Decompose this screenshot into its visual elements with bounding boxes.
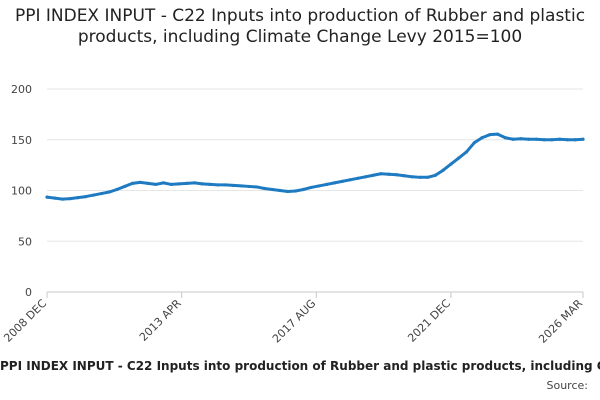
data-point — [317, 184, 321, 188]
data-point — [356, 176, 360, 180]
data-point — [146, 181, 150, 185]
source-label: Source: — [546, 379, 589, 392]
legend-entry: PPI INDEX INPUT - C22 Inputs into produc… — [0, 359, 600, 373]
y-tick-label: 200 — [11, 83, 32, 96]
legend-label: PPI INDEX INPUT - C22 Inputs into produc… — [0, 359, 600, 373]
data-point — [293, 189, 298, 193]
data-point — [542, 138, 546, 142]
series-layer — [45, 132, 585, 201]
data-point — [247, 184, 251, 189]
y-tick-label: 100 — [11, 185, 32, 198]
data-point — [379, 172, 383, 176]
data-point — [309, 185, 313, 190]
data-point — [332, 181, 337, 185]
data-point — [441, 168, 445, 172]
data-point — [130, 181, 135, 185]
data-point — [161, 181, 166, 185]
legend: PPI INDEX INPUT - C22 Inputs into produc… — [0, 359, 600, 377]
data-point — [192, 181, 197, 185]
data-point — [340, 179, 344, 183]
line-chart: 0 50 100 150 200 2008 DEC 2013 APR 2017 AUG 202… — [1, 83, 585, 346]
data-point — [255, 185, 259, 189]
data-point — [426, 175, 430, 179]
x-tick-labels: 2008 DEC 2013 APR 2017 AUG 2021 DEC 2026 MAR — [1, 297, 585, 346]
data-point — [348, 178, 352, 182]
data-point — [239, 184, 243, 188]
data-point — [60, 197, 65, 201]
data-point — [558, 137, 562, 141]
data-point — [480, 136, 484, 140]
data-point — [503, 136, 507, 140]
x-tick-label: 2013 APR — [137, 297, 184, 344]
data-point — [410, 175, 414, 179]
data-point — [115, 187, 119, 192]
data-point — [286, 189, 290, 194]
x-tick-label: 2017 AUG — [270, 297, 319, 346]
data-point — [387, 172, 391, 176]
axes — [46, 291, 584, 298]
data-point — [394, 173, 399, 177]
data-point — [581, 137, 585, 141]
data-point — [262, 186, 267, 191]
data-point — [464, 150, 469, 154]
data-point — [224, 183, 228, 187]
data-point — [534, 137, 538, 141]
data-point — [511, 137, 515, 141]
data-point — [519, 137, 523, 141]
data-point — [185, 181, 189, 185]
y-tick-label: 50 — [18, 235, 32, 248]
data-point — [527, 137, 531, 141]
data-point — [84, 194, 88, 199]
x-tick-label: 2026 MAR — [536, 297, 585, 346]
data-point — [565, 138, 570, 142]
data-point — [433, 173, 438, 177]
data-point — [472, 141, 476, 145]
x-tick-label: 2021 DEC — [405, 297, 453, 345]
x-tick-label: 2008 DEC — [1, 297, 49, 345]
data-point — [76, 196, 80, 200]
data-point — [216, 183, 220, 187]
data-point — [363, 175, 368, 179]
y-tick-label: 150 — [11, 134, 32, 147]
y-tick-labels: 0 50 100 150 200 — [11, 83, 32, 299]
gridlines — [47, 88, 583, 293]
data-point — [573, 138, 577, 142]
data-point — [325, 182, 329, 187]
chart-title: PPI INDEX INPUT - C22 Inputs into produc… — [14, 6, 586, 47]
data-point — [208, 182, 212, 187]
data-point — [177, 182, 181, 186]
data-point — [371, 173, 375, 177]
data-point — [301, 187, 305, 192]
data-point — [154, 182, 158, 187]
data-point — [45, 195, 49, 199]
data-point — [123, 184, 127, 189]
data-point — [495, 132, 500, 136]
data-point — [278, 188, 282, 193]
data-point — [99, 191, 103, 196]
data-point — [107, 190, 111, 194]
data-point — [488, 133, 492, 137]
series-line — [45, 132, 585, 201]
data-point — [138, 180, 142, 184]
data-point — [550, 138, 554, 142]
data-point — [200, 182, 204, 186]
data-point — [53, 196, 57, 200]
data-point — [457, 156, 461, 160]
data-point — [449, 162, 453, 166]
data-point — [169, 182, 173, 187]
data-point — [402, 174, 406, 178]
data-point — [231, 183, 236, 188]
data-point — [92, 193, 96, 197]
y-tick-label: 0 — [25, 286, 32, 299]
data-point — [68, 197, 72, 201]
data-point — [270, 187, 274, 192]
data-point — [418, 175, 422, 179]
